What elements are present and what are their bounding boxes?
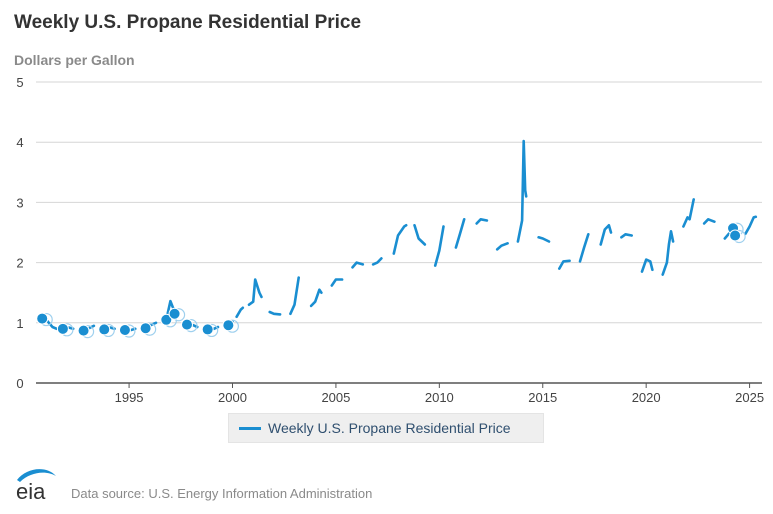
data-point-marker — [201, 323, 214, 336]
series-lines — [40, 139, 758, 333]
series-line-segment — [475, 218, 489, 225]
data-point-marker — [118, 324, 131, 337]
series-line-segment — [413, 224, 427, 246]
series-line-segment — [371, 257, 383, 266]
y-axis-ticks: 0 1 2 3 4 5 — [16, 75, 23, 391]
x-tick-label: 2010 — [425, 390, 454, 405]
x-tick-label: 2020 — [632, 390, 661, 405]
legend-swatch-line — [239, 426, 261, 430]
series-line-segment — [516, 139, 528, 243]
gridlines — [36, 81, 762, 324]
series-line-segment — [620, 233, 633, 239]
series-line-segment — [558, 259, 571, 270]
y-tick-label: 4 — [16, 135, 23, 150]
data-point-marker — [139, 322, 152, 335]
y-axis-units-label: Dollars per Gallon — [14, 52, 135, 68]
series-line-segment — [433, 225, 445, 267]
series-line-segment — [744, 215, 758, 235]
y-tick-label: 3 — [16, 195, 23, 210]
series-line-segment — [289, 276, 300, 316]
x-axis: 1995 2000 2005 2010 2015 2020 2025 — [36, 382, 764, 405]
eia-logo-text: eia — [16, 479, 46, 502]
x-tick-label: 2005 — [321, 390, 350, 405]
data-source-note: Data source: U.S. Energy Information Adm… — [71, 486, 373, 501]
data-point-marker — [36, 312, 49, 325]
x-tick-label: 2000 — [218, 390, 247, 405]
chart-plot: 0 1 2 3 4 5 1995 2000 2005 2010 2015 2020 2025 — [16, 75, 764, 405]
eia-logo-arc-icon — [17, 469, 56, 482]
data-point-marker — [160, 313, 173, 326]
data-point-marker — [222, 319, 235, 332]
series-markers — [36, 222, 746, 339]
series-line-segment — [702, 218, 716, 225]
data-point-marker — [77, 324, 90, 337]
series-line-segment — [392, 224, 408, 255]
y-tick-label: 0 — [16, 376, 23, 391]
series-line-segment — [495, 242, 509, 251]
series-line-segment — [309, 288, 323, 308]
series-line-segment — [640, 258, 654, 273]
x-tick-label: 1995 — [115, 390, 144, 405]
x-tick-label: 2025 — [735, 390, 764, 405]
legend[interactable]: Weekly U.S. Propane Residential Price — [228, 413, 544, 443]
series-line-segment — [599, 224, 613, 246]
series-line-segment — [247, 278, 263, 306]
legend-label: Weekly U.S. Propane Residential Price — [268, 420, 511, 436]
data-point-marker — [729, 229, 742, 242]
x-tick-label: 2015 — [528, 390, 557, 405]
chart-title: Weekly U.S. Propane Residential Price — [14, 12, 362, 33]
eia-logo: eia — [16, 469, 56, 502]
data-point-marker — [180, 318, 193, 331]
series-line-segment — [268, 310, 282, 316]
series-line-segment — [578, 233, 590, 263]
y-tick-label: 2 — [16, 256, 23, 271]
series-line-segment — [351, 261, 365, 269]
y-tick-label: 1 — [16, 316, 23, 331]
data-point-marker — [168, 307, 181, 320]
series-line-segment — [661, 230, 675, 276]
y-tick-label: 5 — [16, 75, 23, 90]
data-point-marker — [56, 322, 69, 335]
data-point-marker — [98, 323, 111, 336]
series-line-segment — [235, 306, 245, 319]
series-line-segment — [330, 278, 344, 287]
series-line-segment — [682, 198, 695, 228]
series-line-segment — [454, 218, 466, 249]
series-line-segment — [537, 236, 551, 243]
